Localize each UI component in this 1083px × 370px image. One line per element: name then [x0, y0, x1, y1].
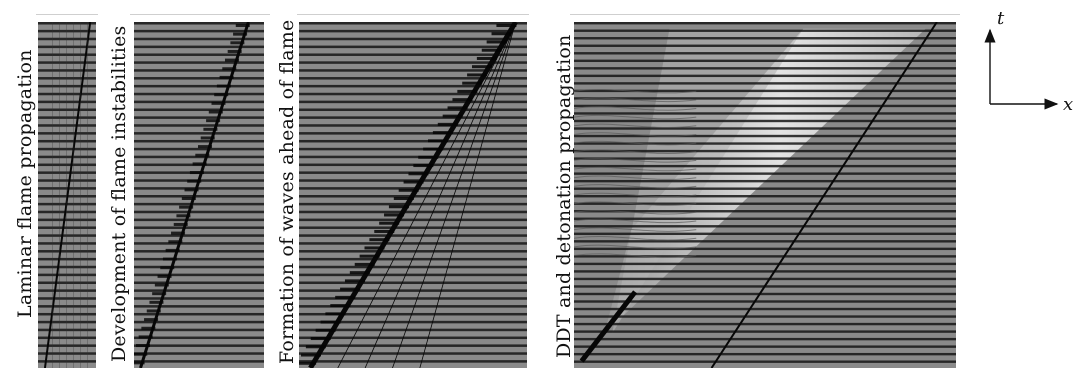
streak-image-laminar	[38, 22, 96, 368]
label-instabilities: Development of flame instabilities	[108, 25, 130, 362]
label-laminar: Laminar flame propagation	[14, 49, 36, 318]
streak-image-instabilities	[134, 22, 264, 368]
flame-front-line	[364, 22, 516, 368]
label-ddt: DDT and detonation propagation	[553, 34, 575, 358]
streak-image-ddt	[574, 22, 956, 368]
flame-front-line	[337, 22, 516, 368]
flame-front-line	[419, 22, 516, 368]
axes-indicator: t x	[984, 8, 1073, 115]
flame-front-line	[308, 22, 518, 368]
flame-front-line	[579, 290, 638, 363]
streak-image-waves	[299, 22, 527, 368]
x-axis-label: x	[1063, 94, 1073, 115]
t-axis-label: t	[997, 8, 1005, 29]
flame-front-line	[710, 22, 938, 368]
streak-svg	[574, 22, 956, 368]
streak-svg	[299, 22, 527, 368]
streak-svg	[134, 22, 264, 368]
flame-front-line	[392, 22, 516, 368]
streak-svg	[38, 22, 96, 368]
label-waves: Formation of waves ahead of flame	[276, 19, 298, 364]
